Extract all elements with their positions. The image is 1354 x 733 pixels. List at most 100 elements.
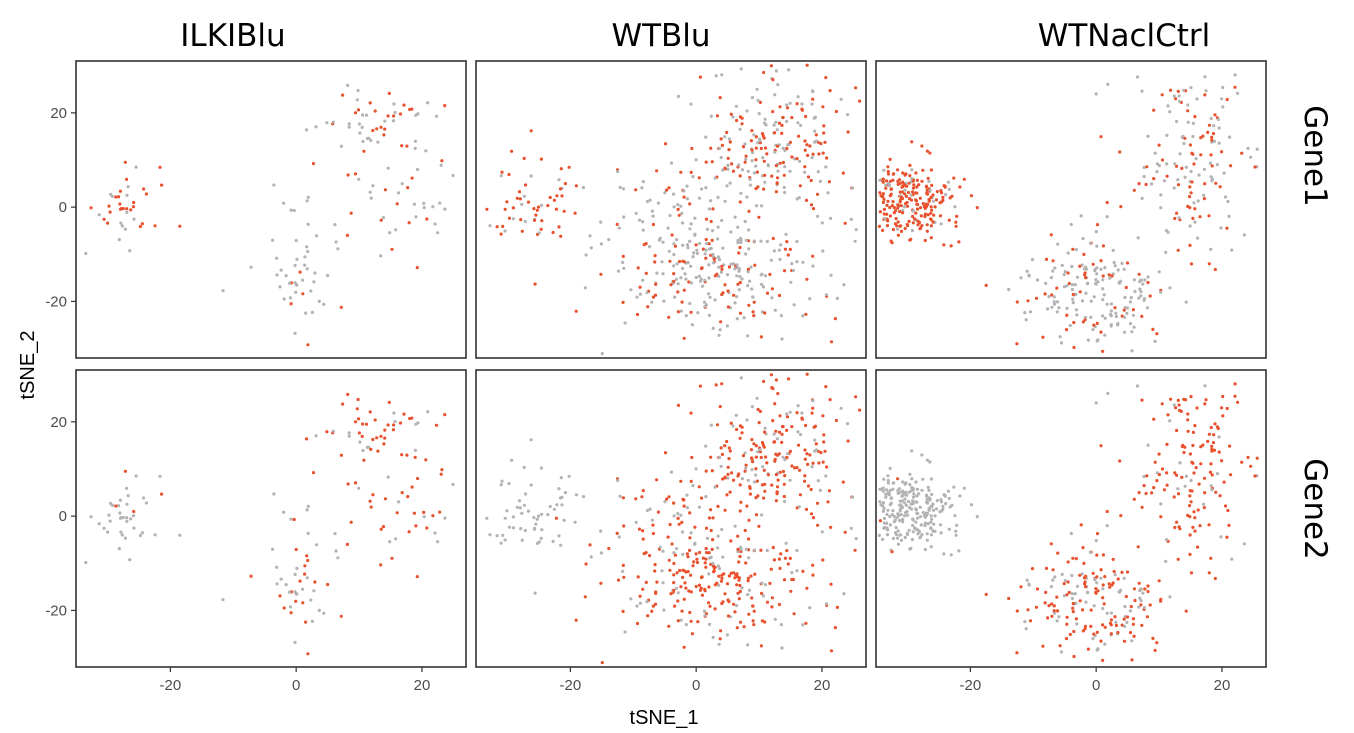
cell-point [899,195,904,199]
cell-point [891,178,895,182]
cell-point [734,413,738,417]
cell-point [881,509,886,513]
cell-point [958,185,962,189]
cell-point [1112,260,1116,265]
cell-point [947,218,951,222]
cell-point [883,525,887,530]
cell-point [954,533,958,537]
cell-point [1145,165,1149,169]
cell-point [1146,275,1150,279]
cell-point [1052,300,1056,304]
cell-point [648,245,652,249]
cell-point [275,565,279,569]
cell-point [946,180,951,184]
cell-point [718,328,722,332]
cell-point [678,568,682,573]
cell-point [886,165,890,169]
cell-point [534,522,538,526]
cell-point [920,453,924,457]
cell-point [295,592,299,596]
cell-point [941,504,945,508]
cell-point [780,646,784,650]
cell-point [765,600,770,604]
cell-point [304,311,308,315]
cell-point [1223,195,1228,199]
cell-point [440,159,444,163]
cell-point [686,246,690,250]
cell-point [920,144,924,148]
cell-point [1212,124,1216,128]
cell-point [120,224,124,228]
cell-point [891,481,895,485]
cell-point [153,224,157,228]
cell-point [774,69,779,73]
cell-point [760,132,765,136]
cell-point [1188,533,1192,537]
cell-point [400,453,404,457]
cell-point [931,220,935,224]
cell-point [221,598,225,602]
cell-point [640,495,644,499]
cell-point [928,497,932,501]
cell-point [803,148,807,152]
cell-point [615,531,619,536]
cell-point [511,526,515,530]
cell-point [892,515,897,519]
cell-point [929,211,933,215]
cell-point [1050,305,1054,309]
cell-point [829,649,834,653]
cell-point [573,520,577,524]
cell-point [1125,261,1130,265]
cell-point [817,152,821,156]
cell-point [1192,162,1196,166]
cell-point [347,434,351,438]
cell-point [535,208,539,212]
cell-point [746,576,751,580]
cell-point [905,184,909,188]
cell-point [1132,497,1136,501]
cell-point [729,539,733,543]
cell-point [369,505,373,509]
cell-point [742,316,746,320]
cell-point [752,239,757,243]
cell-point [705,536,710,541]
cell-point [915,178,920,182]
cell-point [676,516,680,521]
cell-point [1101,274,1105,278]
cell-point [1055,310,1059,314]
cell-point [881,200,886,204]
cell-point [775,144,780,148]
cell-point [1195,97,1199,101]
cell-point [737,163,741,167]
cell-point [716,225,720,229]
cell-point [413,448,417,452]
cell-point [771,419,775,423]
cell-point [913,526,917,530]
cell-point [788,140,793,144]
cell-point [790,116,794,120]
cell-point [106,221,110,225]
cell-point [731,424,735,428]
cell-point [720,576,724,580]
cell-point [899,504,904,508]
cell-point [720,218,724,223]
cell-point [134,165,138,169]
cell-point [744,252,748,256]
cell-point [798,468,802,472]
cell-point [661,240,665,244]
cell-point [705,227,710,231]
cell-point [1194,466,1198,470]
cell-point [743,528,747,533]
cell-point [1160,467,1165,471]
cell-point [698,550,702,555]
cell-point [1015,651,1019,655]
cell-point [1173,216,1177,221]
cell-point [914,520,918,524]
cell-point [829,340,834,344]
cell-point [806,153,810,157]
cell-point [913,217,917,221]
cell-point [682,498,686,502]
cell-point [438,510,442,514]
cell-point [1175,428,1179,433]
cell-point [755,87,759,91]
